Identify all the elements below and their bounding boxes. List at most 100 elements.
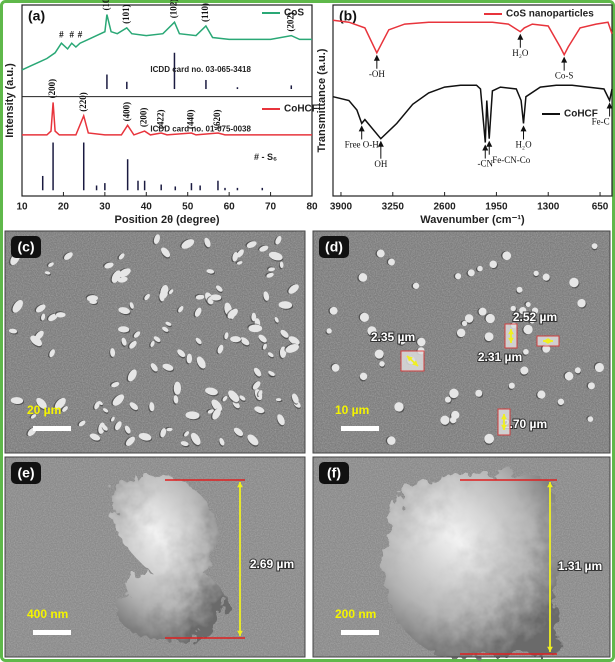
particle bbox=[177, 349, 186, 358]
particle bbox=[224, 332, 229, 340]
arrow-head bbox=[606, 102, 613, 109]
particle bbox=[210, 294, 222, 301]
scale-bar-label: 400 nm bbox=[27, 607, 68, 621]
sem-image: (c) 20 µm bbox=[4, 230, 306, 454]
particle bbox=[103, 408, 109, 413]
particle bbox=[111, 416, 115, 422]
spectrum-line bbox=[22, 102, 312, 136]
particle bbox=[388, 258, 395, 266]
particle bbox=[248, 324, 263, 333]
particle bbox=[440, 415, 450, 425]
arrow-head bbox=[517, 33, 524, 40]
scale-bar bbox=[33, 630, 71, 635]
particle bbox=[478, 307, 487, 316]
particle bbox=[162, 326, 169, 332]
particle bbox=[112, 394, 125, 406]
particle bbox=[118, 268, 131, 278]
annotation-label: -OH bbox=[369, 69, 385, 79]
particle bbox=[212, 408, 221, 420]
particle bbox=[129, 340, 137, 349]
particle bbox=[184, 431, 190, 437]
particle bbox=[173, 381, 182, 395]
sem-texture bbox=[313, 231, 610, 453]
particle bbox=[542, 344, 551, 353]
particle bbox=[180, 441, 189, 447]
legend-label: CoS bbox=[284, 8, 304, 19]
x-tick-label: 3250 bbox=[382, 202, 405, 213]
peak-label: (200) bbox=[139, 108, 149, 128]
particle bbox=[211, 399, 223, 412]
particle bbox=[195, 337, 202, 345]
annotation-label: Fe-C bbox=[592, 117, 610, 127]
particle bbox=[461, 320, 468, 327]
reference-label: ICDD card no. 01-075-0038 bbox=[150, 124, 251, 133]
particle bbox=[168, 289, 174, 295]
particle bbox=[185, 411, 200, 420]
arrow-head bbox=[486, 140, 493, 147]
particle bbox=[485, 313, 495, 324]
x-tick-label: 10 bbox=[16, 202, 28, 213]
particle bbox=[219, 437, 225, 446]
particle bbox=[115, 421, 122, 431]
particle bbox=[222, 395, 228, 402]
particle bbox=[178, 306, 184, 313]
particle bbox=[190, 432, 201, 445]
particle bbox=[12, 299, 23, 313]
particle bbox=[266, 272, 274, 278]
particle bbox=[477, 265, 483, 272]
sem-image: (e) 400 nm bbox=[4, 456, 306, 658]
particle bbox=[288, 336, 300, 345]
particle bbox=[236, 261, 243, 265]
peak-label: (422) bbox=[155, 109, 165, 129]
arrow-head bbox=[547, 646, 553, 652]
arrow-head bbox=[561, 56, 568, 63]
particle bbox=[279, 261, 284, 269]
scale-bar bbox=[33, 426, 71, 431]
particle bbox=[150, 363, 158, 372]
particle bbox=[125, 436, 135, 446]
particle bbox=[475, 389, 483, 397]
particle bbox=[326, 328, 332, 334]
peak-label: (102) bbox=[169, 0, 179, 18]
x-tick-label: 80 bbox=[306, 202, 318, 213]
peak-label: (101) bbox=[121, 4, 131, 24]
particle bbox=[217, 344, 224, 354]
y-axis-label: Transmittance (a.u.) bbox=[316, 48, 328, 152]
particle bbox=[247, 434, 259, 446]
sem-rim bbox=[312, 230, 611, 454]
particle bbox=[262, 343, 267, 350]
particle bbox=[204, 237, 211, 248]
panel-label: (d) bbox=[325, 239, 343, 255]
particle bbox=[542, 273, 550, 281]
particle bbox=[86, 295, 99, 302]
particle bbox=[254, 406, 265, 414]
particle bbox=[35, 304, 46, 313]
annotation-label: H₂O bbox=[512, 48, 529, 58]
arrow-head bbox=[501, 424, 507, 430]
arrow-head bbox=[543, 338, 549, 344]
spectrum-line bbox=[332, 19, 613, 57]
particle bbox=[489, 260, 498, 269]
arrow-head bbox=[377, 140, 384, 147]
particle bbox=[529, 318, 535, 324]
particle bbox=[78, 420, 86, 427]
particle bbox=[55, 312, 66, 318]
particle bbox=[394, 402, 404, 412]
sem-rim bbox=[4, 230, 306, 454]
particle bbox=[64, 252, 73, 260]
particle bbox=[267, 352, 274, 358]
annotation-label: -CN bbox=[478, 159, 494, 169]
measurement: 2.35 µm bbox=[371, 330, 415, 344]
particle bbox=[587, 416, 594, 422]
particle bbox=[195, 294, 205, 300]
particle bbox=[523, 349, 529, 355]
x-tick-label: 70 bbox=[265, 202, 277, 213]
arrow-head bbox=[520, 125, 527, 132]
scale-bar-label: 10 µm bbox=[335, 403, 369, 417]
spectrum-line bbox=[332, 84, 613, 143]
annotation-label: Free O-H bbox=[345, 139, 380, 149]
x-axis-label: Wavenumber (cm⁻¹) bbox=[420, 214, 525, 226]
particle bbox=[118, 307, 130, 315]
particle bbox=[160, 428, 167, 438]
